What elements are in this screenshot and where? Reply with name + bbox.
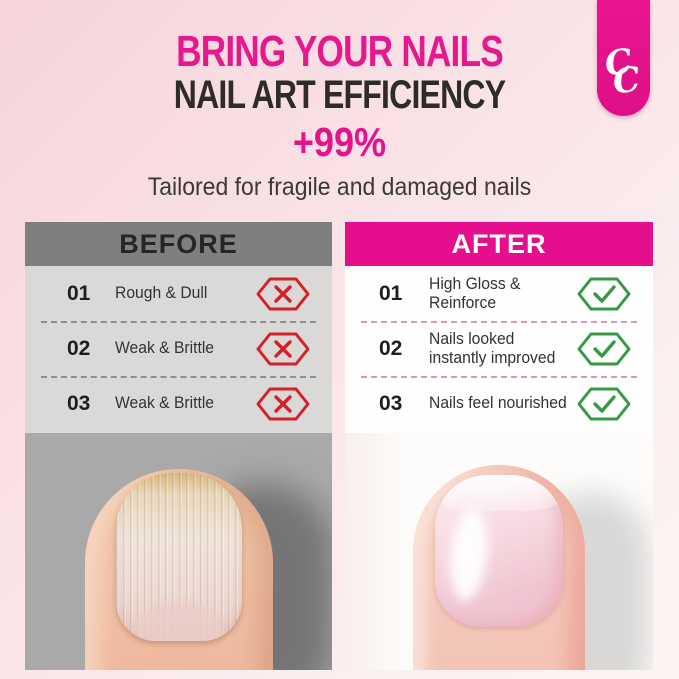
item-label: Nails looked instantly improved [428, 329, 555, 367]
brand-monogram-icon: C C [597, 41, 650, 108]
check-hexagon-icon [577, 276, 631, 312]
headline-tagline: Tailored for fragile and damaged nails [147, 173, 532, 201]
item-number: 01 [67, 281, 91, 305]
healthy-finger [413, 465, 585, 670]
brand-ribbon: C C [597, 0, 650, 116]
item-number: 03 [379, 391, 403, 415]
after-item-list: 01 High Gloss & Reinforce 02 Nails looke… [345, 266, 653, 433]
after-item-3: 03 Nails feel nourished [345, 376, 653, 431]
after-panel: AFTER 01 High Gloss & Reinforce 02 Nails… [345, 222, 653, 670]
item-label: Weak & Brittle [114, 394, 214, 413]
item-number: 02 [67, 336, 91, 360]
before-panel: BEFORE 01 Rough & Dull 02 Weak & Brittle [25, 222, 332, 670]
item-number: 03 [67, 391, 91, 415]
item-number: 01 [379, 281, 403, 305]
headline-percentage: +99% [292, 119, 387, 165]
before-item-3: 03 Weak & Brittle [25, 376, 332, 431]
nail-free-edge [439, 475, 559, 511]
x-hexagon-icon [256, 276, 310, 312]
item-label: Rough & Dull [114, 284, 208, 303]
before-nail-photo [25, 433, 332, 670]
before-item-list: 01 Rough & Dull 02 Weak & Brittle [25, 266, 332, 433]
headline-line2: NAIL ART EFFICIENCY [173, 73, 506, 117]
after-panel-title: AFTER [345, 222, 653, 266]
x-hexagon-icon [256, 386, 310, 422]
item-label: Nails feel nourished [428, 394, 567, 413]
before-panel-title: BEFORE [25, 222, 332, 266]
item-number: 02 [379, 336, 403, 360]
nail-bed-highlight [133, 603, 224, 641]
before-item-1: 01 Rough & Dull [25, 266, 332, 321]
headline-line1: BRING YOUR NAILS [176, 27, 504, 76]
damaged-finger [84, 469, 273, 670]
after-nail-photo [345, 433, 653, 670]
check-hexagon-icon [577, 331, 631, 367]
after-item-2: 02 Nails looked instantly improved [345, 321, 653, 376]
headline-block: BRING YOUR NAILS NAIL ART EFFICIENCY +99… [0, 0, 679, 202]
item-label: High Gloss & Reinforce [428, 274, 521, 312]
check-hexagon-icon [577, 386, 631, 422]
item-label: Weak & Brittle [114, 339, 214, 358]
nail-gloss-highlight [446, 507, 492, 603]
before-item-2: 02 Weak & Brittle [25, 321, 332, 376]
damaged-nail [115, 473, 242, 641]
x-hexagon-icon [256, 331, 310, 367]
monogram-letter: C [610, 59, 643, 103]
glossy-nail [435, 475, 563, 627]
after-item-1: 01 High Gloss & Reinforce [345, 266, 653, 321]
